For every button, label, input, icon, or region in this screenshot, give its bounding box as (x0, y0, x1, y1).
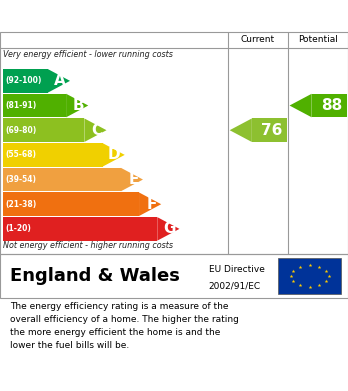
Text: (81-91): (81-91) (6, 101, 37, 110)
Text: 2002/91/EC: 2002/91/EC (209, 281, 261, 290)
Text: 76: 76 (261, 123, 282, 138)
Polygon shape (139, 192, 161, 216)
Bar (3, 192, 139, 216)
Text: F: F (147, 197, 157, 212)
Text: (1-20): (1-20) (6, 224, 31, 233)
Text: B: B (72, 98, 84, 113)
Polygon shape (157, 217, 180, 241)
Text: (21-38): (21-38) (6, 200, 37, 209)
Polygon shape (48, 69, 70, 93)
Text: EU Directive: EU Directive (209, 265, 265, 274)
Bar (3, 118, 84, 142)
Text: 88: 88 (321, 98, 342, 113)
Text: C: C (91, 123, 102, 138)
Bar (278, 258, 341, 294)
Text: (69-80): (69-80) (6, 126, 37, 135)
Polygon shape (290, 94, 312, 117)
Bar (3, 94, 66, 117)
Text: Very energy efficient - lower running costs: Very energy efficient - lower running co… (3, 50, 173, 59)
Text: (92-100): (92-100) (6, 76, 42, 85)
Text: D: D (108, 147, 120, 162)
Text: E: E (128, 172, 139, 187)
Text: Current: Current (241, 36, 275, 45)
Polygon shape (230, 118, 252, 142)
Text: A: A (54, 74, 66, 88)
Text: England & Wales: England & Wales (10, 267, 180, 285)
Bar (252, 118, 286, 142)
Bar (312, 94, 347, 117)
Bar (3, 168, 121, 191)
Bar (3, 217, 157, 241)
Polygon shape (84, 118, 106, 142)
Bar (3, 143, 103, 167)
Text: G: G (163, 221, 175, 237)
Text: Energy Efficiency Rating: Energy Efficiency Rating (69, 9, 279, 23)
Bar (3, 69, 48, 93)
Text: (55-68): (55-68) (6, 151, 37, 160)
Text: (39-54): (39-54) (6, 175, 37, 184)
Polygon shape (103, 143, 125, 167)
Text: The energy efficiency rating is a measure of the
overall efficiency of a home. T: The energy efficiency rating is a measur… (10, 302, 239, 350)
Text: Potential: Potential (298, 36, 338, 45)
Polygon shape (66, 94, 88, 117)
Text: Not energy efficient - higher running costs: Not energy efficient - higher running co… (3, 241, 174, 250)
Polygon shape (121, 168, 143, 191)
